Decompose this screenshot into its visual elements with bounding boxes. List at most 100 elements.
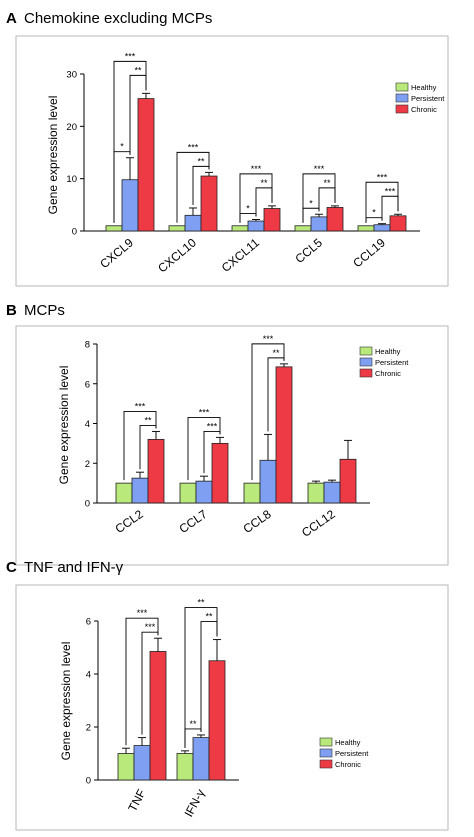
significance-label: * [372, 208, 376, 218]
bar-persistent-ccl2 [131, 477, 149, 504]
panel-c: C TNF and IFN-γ Gene expression level 0 2… [6, 559, 449, 831]
significance-bracket [251, 343, 285, 481]
significance-label: * [246, 203, 250, 213]
y-tick-label: 6 [86, 617, 91, 628]
significance-bracket [176, 151, 210, 223]
panel-b-letter: B [6, 302, 17, 319]
bar-chronic-tnf [149, 651, 167, 781]
significance-label: ** [205, 612, 213, 622]
significance-label: *** [137, 608, 148, 618]
panel-a: A Chemokine excluding MCPs Gene expressi… [6, 10, 449, 287]
significance-label: ** [144, 415, 152, 425]
legend-swatch-chronic [395, 104, 409, 114]
panel-c-frame [15, 584, 449, 831]
bar-healthy-cxcl9 [105, 225, 123, 232]
bar-persistent-ccl19 [373, 224, 391, 232]
significance-bracket [239, 173, 273, 223]
bar-chronic-cxcl10 [200, 175, 218, 232]
bar-healthy-ccl8 [243, 482, 261, 504]
y-tick-label: 2 [86, 723, 91, 734]
bar-healthy-tnf [117, 753, 135, 781]
legend-swatch-healthy [319, 737, 333, 747]
legend-label-chronic: Chronic [411, 105, 437, 114]
bar-chronic-ccl5 [326, 207, 344, 232]
panel-a-title: Chemokine excluding MCPs [24, 10, 212, 27]
bar-healthy-ccl12 [307, 482, 325, 504]
significance-label: * [309, 198, 313, 208]
panel-c-letter: C [6, 559, 17, 576]
legend-label-healthy: Healthy [375, 347, 401, 356]
significance-bracket [187, 416, 221, 481]
bar-healthy-cxcl11 [231, 225, 249, 232]
significance-label: *** [188, 142, 199, 152]
significance-label: ** [197, 598, 205, 608]
significance-bracket [302, 173, 336, 223]
bar-chronic-ccl8 [275, 366, 293, 504]
significance-label: ** [323, 178, 331, 188]
legend-swatch-persistent [395, 93, 409, 103]
legend-swatch-healthy [395, 82, 409, 92]
significance-label: *** [207, 421, 218, 431]
panel-c-y-axis-label: Gene expression level [59, 642, 73, 761]
significance-label: ** [189, 719, 197, 729]
bar-persistent-ccl5 [310, 216, 328, 232]
y-tick-label: 10 [66, 174, 77, 185]
bar-persistent-ccl12 [323, 481, 341, 504]
bar-persistent-cxcl11 [247, 220, 265, 232]
bar-chronic-ifn-γ [208, 660, 226, 781]
significance-label: ** [197, 156, 205, 166]
panel-c-title: TNF and IFN-γ [24, 559, 124, 576]
significance-label: * [120, 142, 124, 152]
significance-bracket [123, 411, 157, 481]
legend-label-healthy: Healthy [411, 83, 437, 92]
significance-label: *** [199, 407, 210, 417]
panel-b-y-axis-label: Gene expression level [57, 366, 71, 485]
legend-label-persistent: Persistent [375, 358, 409, 367]
y-tick-label: 6 [85, 379, 90, 390]
bar-persistent-ifn-γ [192, 737, 210, 781]
significance-label: *** [145, 622, 156, 632]
legend-swatch-persistent [359, 357, 373, 367]
y-tick-label: 0 [86, 776, 91, 787]
panel-a-letter: A [6, 10, 17, 27]
significance-bracket [113, 60, 147, 223]
panel-a-frame [15, 35, 449, 287]
panel-b-title: MCPs [24, 302, 65, 319]
significance-label: ** [260, 178, 268, 188]
y-tick-label: 4 [86, 670, 91, 681]
significance-label: ** [272, 348, 280, 358]
y-tick-label: 30 [66, 70, 77, 81]
legend-label-persistent: Persistent [411, 94, 445, 103]
y-tick-label: 20 [66, 122, 77, 133]
legend-swatch-persistent [319, 748, 333, 758]
bar-persistent-tnf [133, 745, 151, 781]
bar-chronic-ccl7 [211, 442, 229, 504]
significance-label: *** [251, 164, 262, 174]
significance-bracket [365, 181, 399, 223]
panel-a-y-axis-label: Gene expression level [46, 96, 60, 215]
bar-chronic-ccl19 [389, 215, 407, 232]
bar-chronic-cxcl9 [137, 98, 155, 232]
bar-healthy-ccl2 [115, 482, 133, 504]
significance-bracket [125, 617, 159, 746]
y-tick-label: 4 [85, 419, 90, 430]
y-tick-label: 8 [85, 340, 90, 351]
bar-healthy-ccl19 [357, 225, 375, 232]
legend-label-persistent: Persistent [335, 749, 369, 758]
y-tick-label: 2 [85, 459, 90, 470]
significance-label: *** [125, 51, 136, 61]
significance-label: *** [377, 172, 388, 182]
bar-persistent-cxcl9 [121, 179, 139, 232]
legend-swatch-chronic [359, 368, 373, 378]
bar-healthy-cxcl10 [168, 225, 186, 232]
y-tick-label: 0 [85, 499, 90, 510]
legend-label-healthy: Healthy [335, 738, 361, 747]
bar-persistent-ccl7 [195, 480, 213, 504]
bar-persistent-ccl8 [259, 459, 277, 504]
significance-label: *** [385, 186, 396, 196]
bar-chronic-ccl12 [339, 458, 357, 504]
